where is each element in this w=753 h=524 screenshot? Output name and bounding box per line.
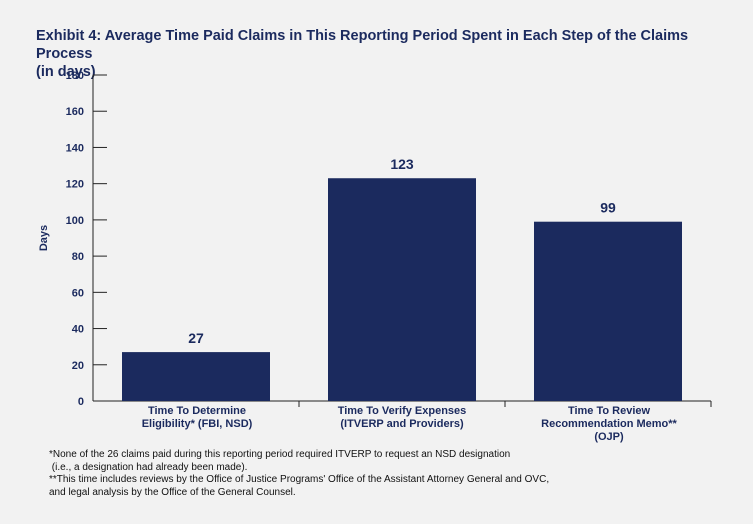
category-label-3: Time To Review Recommendation Memo** (OJ… xyxy=(524,405,694,444)
footnotes: *None of the 26 claims paid during this … xyxy=(49,449,739,499)
y-tick-label: 0 xyxy=(78,396,84,408)
chart-title-line-1: Exhibit 4: Average Time Paid Claims in T… xyxy=(36,28,689,62)
category-label-1-line-2: Eligibility* (FBI, NSD) xyxy=(141,418,253,430)
y-tick-label: 20 xyxy=(72,360,84,372)
y-tick-label: 40 xyxy=(72,324,84,336)
category-label-1: Time To Determine Eligibility* (FBI, NSD… xyxy=(112,405,282,431)
y-axis-label: Days xyxy=(38,224,50,252)
y-tick-label: 100 xyxy=(66,215,84,227)
bar-value-label-2: 123 xyxy=(390,156,414,172)
y-tick-label: 160 xyxy=(66,106,84,118)
category-label-3-line-1: Time To Review xyxy=(567,405,651,417)
bar-value-label-1: 27 xyxy=(188,330,204,346)
footnote-2: (i.e., a designation had already been ma… xyxy=(49,461,248,473)
category-label-2: Time To Verify Expenses (ITVERP and Prov… xyxy=(317,405,487,431)
category-label-3-line-2: Recommendation Memo** xyxy=(541,418,677,430)
chart-title-line-2: (in days) xyxy=(36,64,96,80)
category-label-1-line-1: Time To Determine xyxy=(147,405,246,417)
footnote-1: *None of the 26 claims paid during this … xyxy=(49,449,511,460)
bar-group: 27 123 99 xyxy=(122,156,682,401)
footnote-4: and legal analysis by the Office of the … xyxy=(49,486,296,498)
y-tick-label: 180 xyxy=(66,70,84,82)
bar-value-label-3: 99 xyxy=(600,200,616,216)
bar-3 xyxy=(534,221,682,401)
y-tick-label: 140 xyxy=(66,142,84,154)
category-label-3-line-3: (OJP) xyxy=(594,431,624,443)
category-label-2-line-1: Time To Verify Expenses xyxy=(337,405,467,417)
bar-1 xyxy=(122,352,270,401)
y-tick-label: 60 xyxy=(72,287,84,299)
bar-2 xyxy=(328,178,476,401)
y-axis-label-wrap: Days xyxy=(24,218,64,258)
chart-title: Exhibit 4: Average Time Paid Claims in T… xyxy=(36,27,736,81)
y-tick-label: 80 xyxy=(72,251,84,263)
footnote-3: **This time includes reviews by the Offi… xyxy=(49,474,550,485)
y-tick-label: 120 xyxy=(66,179,84,191)
category-label-2-line-2: (ITVERP and Providers) xyxy=(340,418,464,430)
